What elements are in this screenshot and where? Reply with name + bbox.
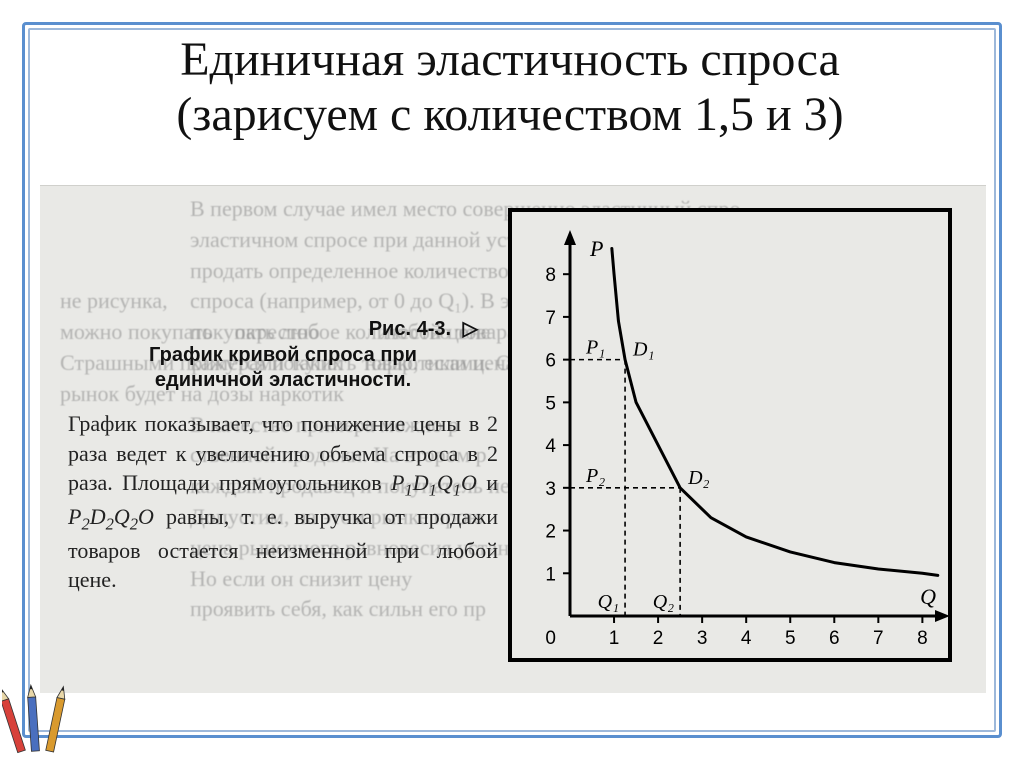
figure-ref-arrow-icon: ▷ xyxy=(463,318,478,340)
figure-ref: Рис. 4-3. ▷ xyxy=(68,316,478,341)
chart-container: 1 2 3 4 5 6 7 8 1 2 3 4 5 6 7 8 0 P Q P₁ Q₁ D₁ P₂ Q₂ D₂ xyxy=(508,208,952,662)
figure-heading-l2: единичной эластичности. xyxy=(155,369,411,391)
svg-text:Q₁: Q₁ xyxy=(598,591,619,613)
svg-text:2: 2 xyxy=(653,628,664,649)
svg-text:D₁: D₁ xyxy=(632,339,654,361)
svg-text:P₁: P₁ xyxy=(585,337,605,359)
svg-text:6: 6 xyxy=(829,628,840,649)
title-line-1: Единичная эластичность спроса xyxy=(180,33,840,86)
figure-caption: График показывает, что понижение цены в … xyxy=(68,409,498,595)
svg-text:P₂: P₂ xyxy=(585,465,605,487)
svg-text:3: 3 xyxy=(545,479,556,500)
svg-text:2: 2 xyxy=(545,522,556,543)
svg-text:5: 5 xyxy=(545,393,556,414)
title-line-2: (зарисуем с количеством 1,5 и 3) xyxy=(176,88,843,141)
svg-text:4: 4 xyxy=(741,628,752,649)
svg-text:7: 7 xyxy=(873,628,884,649)
figure-caption-block: Рис. 4-3. ▷ График кривой спроса при еди… xyxy=(68,316,498,595)
slide-title: Единичная эластичность спроса (зарисуем … xyxy=(70,32,950,142)
elasticity-chart: 1 2 3 4 5 6 7 8 1 2 3 4 5 6 7 8 0 P Q P₁ Q₁ D₁ P₂ Q₂ D₂ xyxy=(512,212,948,658)
svg-text:1: 1 xyxy=(609,628,620,649)
svg-text:7: 7 xyxy=(545,308,556,329)
svg-text:4: 4 xyxy=(545,436,556,457)
content-panel: В первом случае имел место совершенно эл… xyxy=(40,185,986,693)
svg-text:8: 8 xyxy=(917,628,928,649)
figure-heading: График кривой спроса при единичной эласт… xyxy=(68,343,498,393)
figure-ref-text: Рис. 4-3. xyxy=(369,318,451,340)
svg-text:P: P xyxy=(589,236,603,261)
svg-text:5: 5 xyxy=(785,628,796,649)
pencils-decoration-icon xyxy=(2,671,76,765)
svg-text:6: 6 xyxy=(545,351,556,372)
svg-text:0: 0 xyxy=(545,628,556,649)
svg-text:Q₂: Q₂ xyxy=(653,591,674,613)
svg-text:1: 1 xyxy=(545,564,556,585)
svg-text:Q: Q xyxy=(920,584,936,609)
svg-text:3: 3 xyxy=(697,628,708,649)
svg-text:D₂: D₂ xyxy=(687,467,709,489)
svg-text:8: 8 xyxy=(545,265,556,286)
figure-heading-l1: График кривой спроса при xyxy=(149,344,417,366)
